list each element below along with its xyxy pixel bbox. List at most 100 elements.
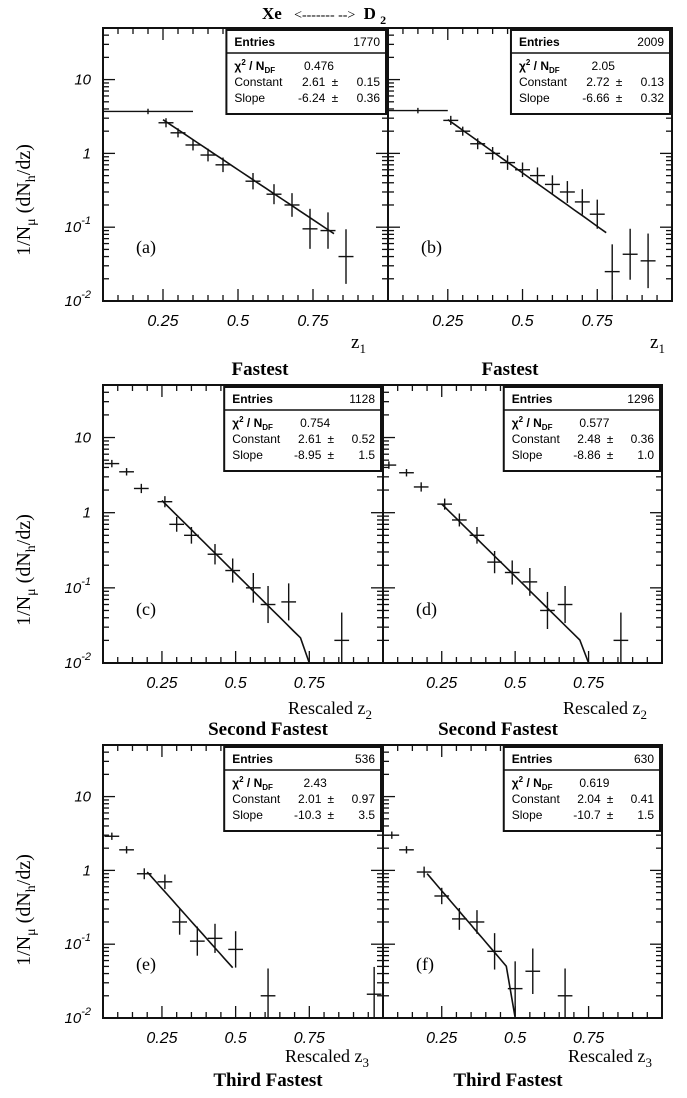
data-point — [622, 228, 638, 280]
chi-symbol: χ — [234, 59, 241, 73]
y-title-open: (dN — [13, 182, 35, 218]
data-point — [228, 931, 243, 968]
stats-constant-label: Constant — [234, 75, 283, 89]
y-tick-label: 10-1 — [65, 576, 91, 597]
stats-constant-error: 0.41 — [631, 792, 655, 806]
stats-slope-error: 0.36 — [357, 91, 381, 105]
data-point — [613, 612, 629, 663]
chi-symbol: χ — [519, 59, 526, 73]
y-title-prefix: 1/N — [13, 936, 35, 966]
y-axis-title-row2: 1/Nμ (dNh/dz) — [13, 514, 39, 626]
stats-constant-error: 0.13 — [641, 75, 665, 89]
data-point — [302, 208, 318, 249]
stats-box: Entries 1128 χ2 / NDF 0.754 Constant 2.61 ±0.5… — [223, 386, 382, 472]
data-point — [604, 244, 620, 299]
ndf-text: / N — [244, 416, 263, 430]
x-tick-label: 0.75 — [573, 1030, 604, 1047]
x-tick-label: 0.5 — [227, 313, 249, 330]
x-label-text: Rescaled z — [563, 698, 640, 718]
data-point — [507, 961, 523, 1016]
data-point — [136, 868, 152, 880]
data-point — [157, 496, 173, 508]
stats-constant-label: Constant — [232, 792, 281, 806]
data-point — [245, 173, 261, 190]
panel-d: 0.25 0.5 0.75 (d) Entries 1296 χ2 / NDF 0.577 Co… — [381, 384, 663, 692]
stats-constant-error: 0.36 — [631, 432, 655, 446]
x-tick-label: 0.75 — [573, 675, 604, 692]
caption-e: Third Fastest — [213, 1070, 323, 1091]
x-label-d: Rescaled z2 — [563, 698, 647, 722]
chi-sup: 2 — [239, 775, 244, 784]
fit-line — [161, 499, 311, 664]
header-right-sub: 2 — [380, 13, 386, 27]
stats-box: Entries 536 χ2 / NDF 2.43 Constant 2.01 ±0.97 S… — [223, 746, 382, 832]
stats-constant-value: 2.48 — [577, 432, 601, 446]
y-tick-label: 1 — [83, 145, 91, 162]
stats-entries-value: 1770 — [353, 35, 380, 49]
y-tick-exponent: -2 — [81, 651, 91, 663]
data-point — [320, 212, 336, 249]
data-point — [487, 550, 502, 574]
chi-symbol: χ — [232, 416, 239, 430]
stats-slope-label: Slope — [232, 808, 263, 822]
ndf-sub: DF — [264, 66, 275, 75]
y-title-open: (dN — [13, 892, 35, 928]
panel-b: 0.25 0.5 0.75 (b) Entries 2009 χ2 / NDF 2.05 Con… — [387, 27, 673, 330]
stats-entries-value: 1128 — [349, 392, 375, 406]
data-point — [207, 923, 223, 953]
data-point — [119, 468, 134, 476]
y-tick-exponent: -2 — [81, 1006, 91, 1018]
stats-chi2-label: χ2 / NDF — [512, 415, 553, 432]
stats-entries-label: Entries — [519, 35, 560, 49]
data-point — [437, 498, 453, 510]
data-point — [469, 910, 485, 934]
y-tick-mantissa: 10 — [65, 1010, 82, 1027]
y-tick-label: 10-1 — [65, 215, 91, 236]
stats-pm: ± — [616, 91, 623, 105]
stats-constant-value: 2.01 — [298, 792, 322, 806]
y-tick-label: 10 — [74, 72, 91, 89]
data-point — [416, 866, 432, 878]
data-point — [388, 107, 448, 114]
header-arrow: <------- --> — [294, 8, 355, 23]
data-point — [366, 966, 382, 1018]
x-label-sym: z — [351, 332, 359, 353]
stats-slope-value: -6.24 — [298, 91, 326, 105]
data-point — [119, 846, 134, 854]
data-point — [245, 573, 261, 603]
stats-entries-value: 536 — [355, 752, 375, 766]
x-tick-label: 0.5 — [504, 1030, 526, 1047]
stats-constant-error: 0.15 — [357, 75, 381, 89]
stats-box-frame — [502, 386, 662, 472]
data-point — [452, 908, 467, 930]
x-tick-label: 0.5 — [225, 675, 247, 692]
data-point — [443, 115, 459, 125]
panel-label: (e) — [136, 954, 156, 975]
stats-constant-label: Constant — [232, 432, 281, 446]
stats-box: Entries 1770 χ2 / NDF 0.476 Constant 2.61 ±0.1… — [225, 29, 387, 115]
data-point — [200, 148, 216, 162]
stats-pm: ± — [607, 792, 614, 806]
stats-entries-value: 630 — [634, 752, 654, 766]
data-point — [103, 108, 193, 115]
data-point — [338, 229, 354, 284]
chi-symbol: χ — [512, 416, 519, 430]
caption-c: Second Fastest — [208, 719, 328, 740]
y-title-mu: μ — [24, 928, 39, 936]
y-tick-mantissa: 10 — [65, 580, 82, 597]
x-tick-label: 0.25 — [432, 313, 463, 330]
x-tick-label: 0.25 — [147, 313, 178, 330]
stats-constant-value: 2.04 — [577, 792, 601, 806]
x-label-c: Rescaled z2 — [288, 698, 372, 722]
data-point — [485, 147, 501, 160]
ndf-sub: DF — [262, 783, 273, 792]
data-point — [500, 155, 516, 170]
stats-entries-label: Entries — [512, 752, 553, 766]
y-title-sub: h — [24, 175, 39, 182]
x-tick-label: 0.5 — [225, 1030, 247, 1047]
data-point — [158, 118, 174, 128]
stats-chi2-label: χ2 / NDF — [234, 58, 275, 75]
